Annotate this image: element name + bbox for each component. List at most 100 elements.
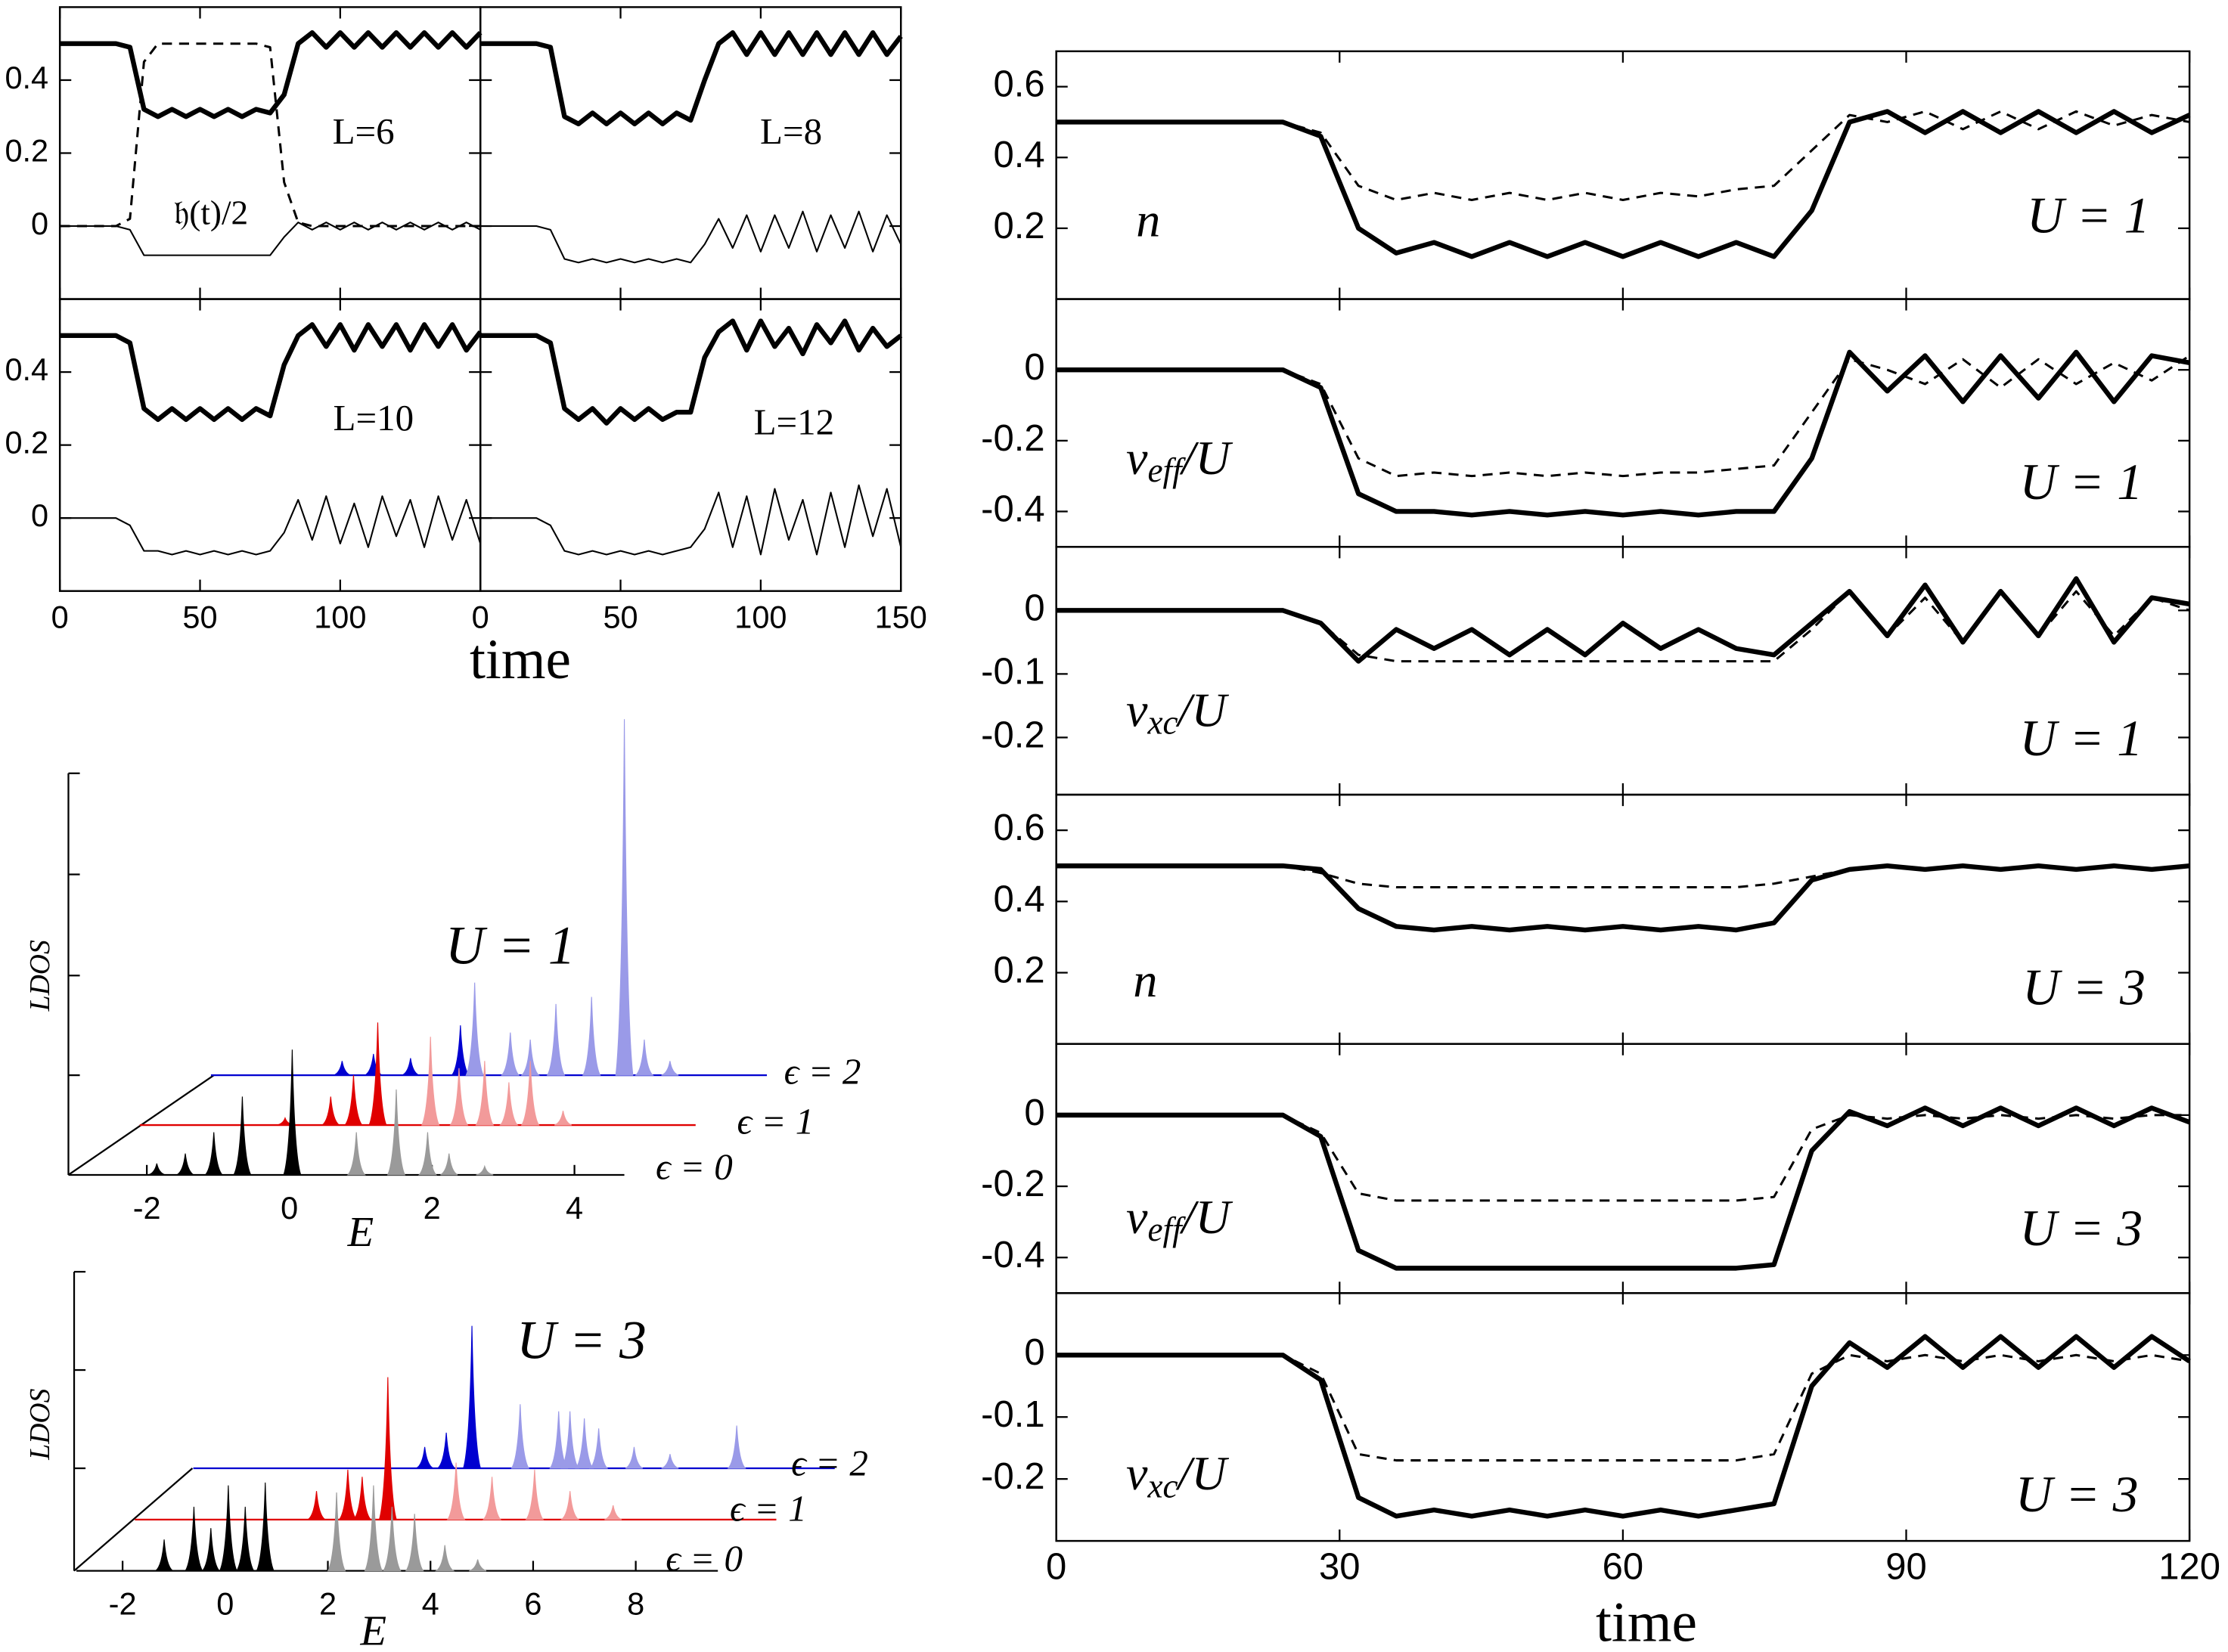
spectral-peak: [154, 1539, 175, 1572]
spectral-peak: [219, 1485, 238, 1572]
series-line: [480, 30, 903, 127]
y-tick-label: 0: [31, 206, 48, 241]
spectral-peak: [204, 1132, 224, 1176]
spectral-peak: [475, 1061, 495, 1126]
spectral-peak: [306, 1491, 327, 1520]
label-base: v: [1126, 1190, 1148, 1244]
series-line: [1056, 1353, 2190, 1462]
spectral-peak: [436, 1432, 456, 1469]
spectral-peak: [615, 719, 634, 1076]
y-axis-label: vxc/U: [1126, 1446, 1229, 1505]
x-tick-label: 50: [603, 599, 638, 634]
spectral-peak: [343, 1075, 363, 1126]
spectral-peak: [176, 1153, 194, 1176]
spectral-peak: [327, 1492, 346, 1572]
spectral-peak: [476, 1164, 494, 1176]
spectral-peak: [378, 1377, 397, 1520]
y-tick-label: -0.2: [981, 1456, 1044, 1497]
y-tick-label: -0.1: [981, 1394, 1044, 1435]
y-tick-label: 0.4: [993, 135, 1044, 175]
spectral-peak: [386, 1089, 406, 1176]
panel-label: U = 1: [2027, 188, 2150, 244]
spectral-peak: [451, 1025, 470, 1076]
x-tick-label: 0: [51, 599, 69, 634]
spectral-peak: [352, 1477, 372, 1520]
x-tick-label: 50: [182, 599, 217, 634]
y-axis-label: n: [1136, 193, 1160, 246]
x-tick-label: 2: [424, 1190, 441, 1226]
y-tick-label: 0.4: [5, 352, 48, 387]
spectral-peak: [525, 1469, 545, 1520]
label-tail: /U: [1180, 431, 1233, 485]
ldos-axes-u3: [73, 1270, 194, 1572]
y-tick-label: 0.6: [993, 807, 1044, 848]
spectral-peak: [635, 1040, 654, 1076]
curve-label: 𝔥(t)/2: [174, 194, 248, 232]
y-axis-label: LDOS: [24, 940, 56, 1012]
panel-label: U = 1: [2020, 710, 2143, 767]
x-tick-label: 6: [524, 1586, 541, 1622]
spectral-peak: [434, 1545, 455, 1572]
spectral-peak: [482, 1477, 502, 1520]
spectral-peak: [256, 1482, 275, 1572]
panel-label: U = 1: [445, 916, 576, 976]
y-axis-label: LDOS: [24, 1388, 56, 1460]
spectral-peak: [147, 1163, 166, 1176]
spectral-peak: [546, 1003, 566, 1076]
label-sub: eff: [1147, 1211, 1186, 1249]
series-line: [480, 484, 902, 556]
label-sub: eff: [1147, 452, 1186, 490]
y-tick-label: -0.4: [981, 488, 1044, 529]
x-tick-label: -2: [133, 1190, 161, 1226]
spectral-peak: [560, 1411, 580, 1469]
y-axis-label: n: [1133, 953, 1157, 1007]
series-label: ϵ = 0: [666, 1538, 743, 1579]
label-sub: xc: [1147, 704, 1178, 742]
y-tick-label: 0: [1024, 1093, 1044, 1133]
series-line: [60, 30, 483, 119]
x-tick-label: 150: [875, 599, 927, 634]
y-tick-label: -0.4: [981, 1235, 1044, 1275]
panel-label: U = 1: [2020, 454, 2143, 510]
label-tail: /U: [1176, 1446, 1230, 1500]
series-line: [1056, 864, 2190, 889]
x-tick-label: 0: [216, 1586, 234, 1622]
series-line: [60, 322, 483, 423]
spectral-peak: [588, 1428, 609, 1469]
spectral-peak: [283, 1049, 302, 1176]
label-base: v: [1126, 431, 1148, 485]
panel-label: L=10: [334, 397, 414, 439]
spectral-peak: [510, 1404, 530, 1469]
series-label: ϵ = 2: [784, 1050, 861, 1092]
spectral-peak: [465, 982, 484, 1076]
y-tick-label: -0.1: [981, 651, 1044, 692]
y-tick-label: 0.6: [993, 64, 1044, 105]
spectral-peak: [382, 1506, 402, 1572]
spectral-peak: [233, 1096, 252, 1176]
spectral-peak: [499, 1082, 519, 1126]
series-line: [1056, 355, 2190, 478]
y-tick-label: 0: [31, 497, 48, 533]
label-tail: /U: [1176, 683, 1230, 736]
y-tick-label: -0.2: [981, 418, 1044, 459]
spectral-peak: [185, 1506, 203, 1572]
series-label: ϵ = 0: [656, 1146, 733, 1188]
y-tick-label: 0.2: [5, 425, 48, 460]
x-tick-label: 4: [422, 1586, 439, 1622]
panel-label: U = 3: [2020, 1200, 2143, 1257]
series-line: [1056, 590, 2190, 663]
spectral-peak: [235, 1506, 255, 1572]
y-tick-label: 0.2: [5, 132, 48, 168]
y-tick-label: 0.4: [993, 879, 1044, 919]
spectral-peak: [582, 996, 601, 1076]
y-tick-label: 0.2: [993, 206, 1044, 246]
series-line: [1056, 110, 2190, 201]
series-line: [60, 495, 482, 556]
y-axis-label: veff/U: [1126, 1190, 1233, 1249]
spectral-peak: [554, 1111, 573, 1126]
series-line: [60, 222, 481, 256]
x-tick-label: 0: [1046, 1547, 1066, 1588]
series-line: [60, 42, 481, 228]
